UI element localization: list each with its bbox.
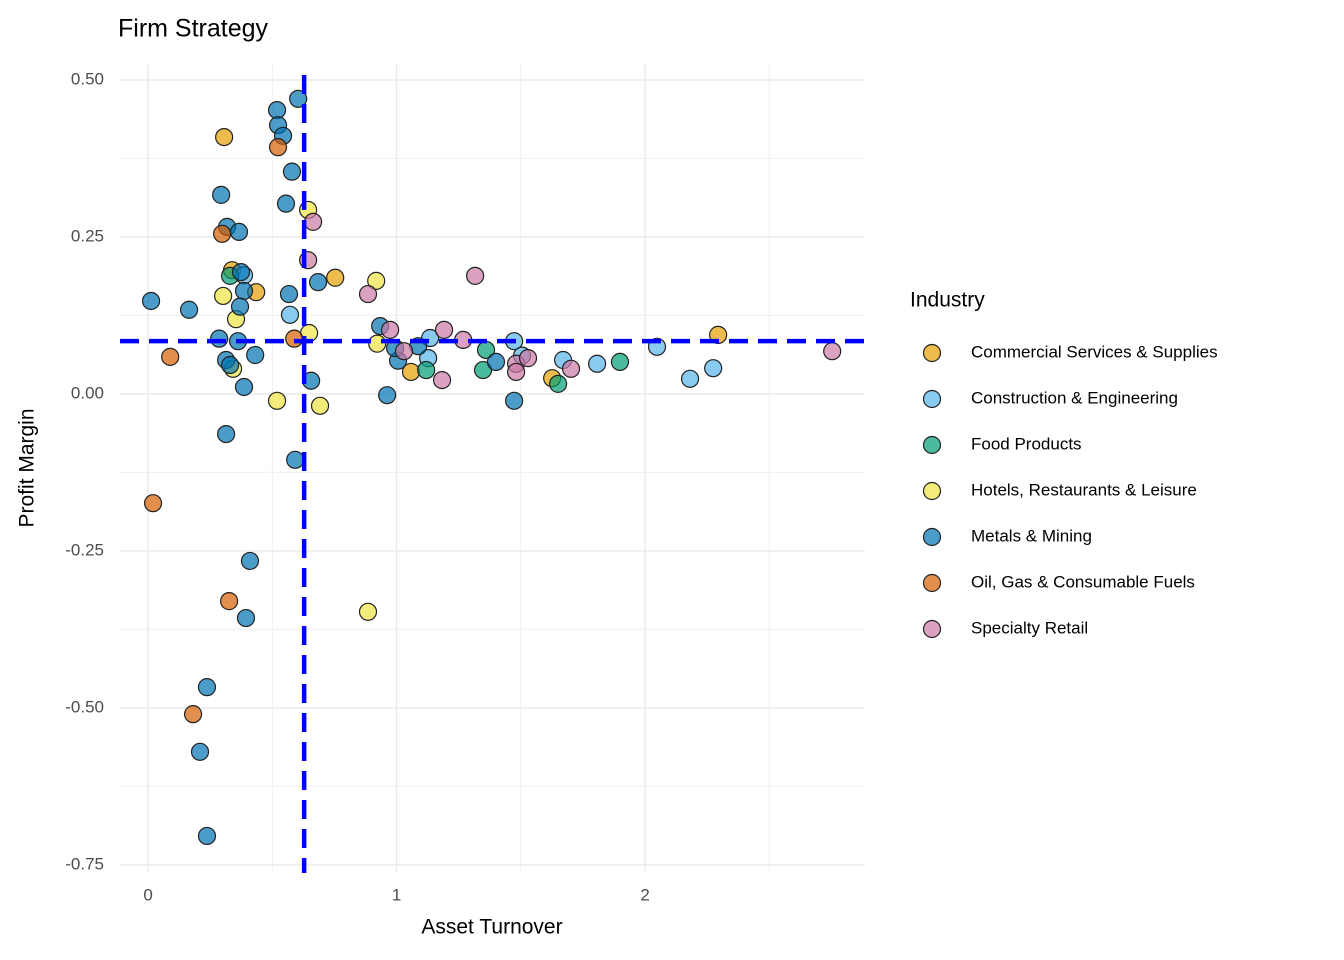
point <box>310 396 330 415</box>
point <box>505 391 524 410</box>
point <box>229 222 249 242</box>
x-tick-label: 0 <box>143 885 152 904</box>
point <box>183 705 203 724</box>
point <box>280 305 300 324</box>
point <box>378 386 397 405</box>
point <box>267 100 287 120</box>
point <box>518 349 538 368</box>
point <box>358 602 378 621</box>
point <box>561 359 581 378</box>
point <box>276 194 296 213</box>
point <box>285 329 304 348</box>
point <box>308 273 328 292</box>
point <box>190 742 210 761</box>
point <box>213 224 232 243</box>
point <box>236 608 256 628</box>
point <box>486 352 506 371</box>
y-tick-label: -0.75 <box>65 854 104 873</box>
point <box>549 374 568 393</box>
point <box>231 262 251 282</box>
chart-title: Firm Strategy <box>118 15 269 43</box>
legend-marker <box>922 389 942 409</box>
point <box>179 300 199 319</box>
x-axis-title: Asset Turnover <box>421 916 562 939</box>
point <box>610 352 630 371</box>
legend-marker <box>922 435 942 455</box>
point <box>267 391 287 410</box>
legend-marker <box>922 481 942 501</box>
legend-title: Industry <box>910 289 985 312</box>
legend-label: Commercial Services & Supplies <box>971 342 1218 361</box>
point <box>282 162 302 181</box>
point <box>220 355 240 375</box>
y-tick-label: 0.25 <box>71 226 104 245</box>
x-tick-label: 1 <box>392 885 401 904</box>
legend-label: Specialty Retail <box>971 618 1088 637</box>
point <box>214 286 233 306</box>
point <box>161 347 180 366</box>
point <box>326 268 345 287</box>
point <box>197 678 217 697</box>
legend-label: Construction & Engineering <box>971 388 1178 407</box>
y-tick-label: -0.50 <box>65 697 104 716</box>
point <box>246 345 265 365</box>
point <box>143 494 163 513</box>
point <box>473 360 493 380</box>
y-tick-label: 0.50 <box>71 69 104 88</box>
y-tick-label: -0.25 <box>65 540 104 559</box>
legend-marker <box>922 527 942 547</box>
point <box>234 281 254 301</box>
point <box>358 284 378 304</box>
point <box>303 212 323 231</box>
point <box>230 297 250 316</box>
point <box>367 271 386 290</box>
point <box>217 424 236 444</box>
point <box>823 342 842 361</box>
point <box>234 377 254 397</box>
point <box>434 320 454 339</box>
point <box>680 369 700 388</box>
point <box>588 354 607 373</box>
legend-label: Metals & Mining <box>971 526 1092 545</box>
y-axis-title: Profit Margin <box>16 408 39 527</box>
legend-marker <box>922 343 942 363</box>
point <box>212 185 231 204</box>
point <box>286 450 305 469</box>
point <box>466 266 485 285</box>
point <box>507 362 526 382</box>
legend-label: Hotels, Restaurants & Leisure <box>971 480 1197 499</box>
legend-label: Oil, Gas & Consumable Fuels <box>971 572 1195 591</box>
point <box>279 284 299 304</box>
legend-label: Food Products <box>971 434 1082 453</box>
point <box>197 826 217 846</box>
point <box>381 320 400 339</box>
point <box>432 370 452 390</box>
point <box>268 138 288 157</box>
point <box>215 127 234 147</box>
point <box>141 291 161 311</box>
legend-marker <box>922 619 942 639</box>
point <box>219 592 239 611</box>
point <box>417 360 436 380</box>
point <box>240 551 260 571</box>
point <box>704 359 723 378</box>
y-tick-label: 0.00 <box>71 383 104 402</box>
point <box>394 342 414 361</box>
point <box>289 89 308 108</box>
x-tick-label: 2 <box>640 885 649 904</box>
point <box>368 334 387 353</box>
point <box>210 329 229 348</box>
legend-marker <box>922 573 942 593</box>
